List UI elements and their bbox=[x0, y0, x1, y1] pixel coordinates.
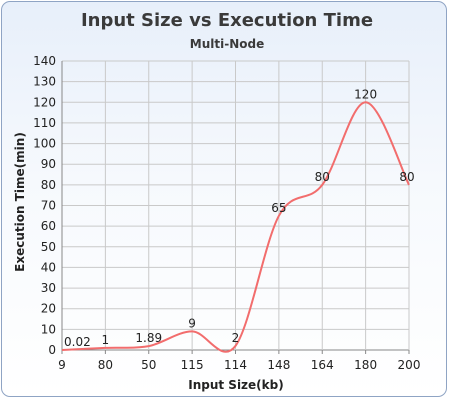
y-tick-label: 0 bbox=[48, 343, 56, 357]
x-axis-title: Input Size(kb) bbox=[188, 378, 283, 392]
data-label: 80 bbox=[399, 170, 414, 184]
x-tick-label: 180 bbox=[354, 358, 377, 372]
y-tick-label: 20 bbox=[41, 302, 56, 316]
data-label: 1 bbox=[102, 333, 110, 347]
y-tick-label: 50 bbox=[41, 240, 56, 254]
y-tick-label: 100 bbox=[33, 137, 56, 151]
x-tick-label: 114 bbox=[224, 358, 247, 372]
chart-title: Input Size vs Execution Time bbox=[81, 10, 373, 31]
chart-subtitle: Multi-Node bbox=[190, 37, 264, 51]
x-tick-label: 9 bbox=[58, 358, 66, 372]
chart-frame: Input Size vs Execution Time Multi-Node … bbox=[1, 1, 447, 397]
y-tick-label: 130 bbox=[33, 75, 56, 89]
data-label: 80 bbox=[315, 170, 330, 184]
y-tick-label: 70 bbox=[41, 199, 56, 213]
y-tick-label: 110 bbox=[33, 116, 56, 130]
y-tick-label: 120 bbox=[33, 95, 56, 109]
y-tick-label: 90 bbox=[41, 157, 56, 171]
y-tick-label: 80 bbox=[41, 178, 56, 192]
data-label: 2 bbox=[232, 331, 240, 345]
data-label: 9 bbox=[188, 316, 196, 330]
data-label: 1.89 bbox=[135, 331, 162, 345]
plot-area: 0 10 20 30 40 50 60 70 80 90 100 110 120 130 140 9 80 50 1… bbox=[33, 54, 420, 372]
y-tick-label: 10 bbox=[41, 322, 56, 336]
data-label: 120 bbox=[354, 87, 377, 101]
x-tick-label: 164 bbox=[311, 358, 334, 372]
x-tick-label: 200 bbox=[398, 358, 421, 372]
y-axis-title: Execution Time(min) bbox=[13, 132, 27, 272]
x-tick-label: 115 bbox=[181, 358, 204, 372]
x-tick-label: 80 bbox=[98, 358, 113, 372]
series-line bbox=[61, 101, 410, 353]
data-label: 0.02 bbox=[64, 335, 91, 349]
x-tick-label: 50 bbox=[141, 358, 156, 372]
x-tick-label: 148 bbox=[267, 358, 290, 372]
y-tick-label: 40 bbox=[41, 260, 56, 274]
data-label: 65 bbox=[271, 201, 286, 215]
y-tick-label: 60 bbox=[41, 219, 56, 233]
y-tick-label: 30 bbox=[41, 281, 56, 295]
y-tick-label: 140 bbox=[33, 54, 56, 68]
